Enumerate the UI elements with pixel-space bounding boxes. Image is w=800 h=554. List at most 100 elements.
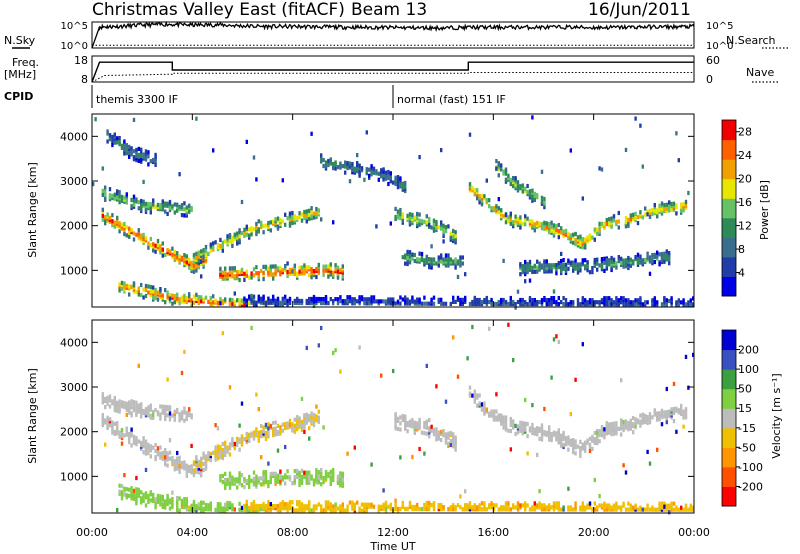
heatmap-cell bbox=[128, 487, 131, 492]
heatmap-cell bbox=[267, 422, 270, 427]
heatmap-cell bbox=[584, 505, 587, 510]
heatmap-cell bbox=[368, 301, 371, 306]
heatmap-cell bbox=[320, 508, 323, 513]
heatmap-cell bbox=[336, 506, 340, 511]
heatmap-cell bbox=[543, 265, 546, 270]
heatmap-cell bbox=[128, 226, 131, 231]
heatmap-cell bbox=[641, 258, 644, 263]
heatmap-cell bbox=[176, 251, 179, 256]
heatmap-cell bbox=[533, 269, 536, 274]
heatmap-cell bbox=[418, 155, 421, 160]
heatmap-cell bbox=[303, 267, 306, 272]
heatmap-cell bbox=[514, 423, 517, 428]
heatmap-cell bbox=[428, 216, 431, 221]
heatmap-cell bbox=[639, 423, 642, 428]
heatmap-cell bbox=[228, 485, 232, 490]
colorbar-segment bbox=[722, 139, 736, 160]
heatmap-cell bbox=[147, 202, 150, 207]
heatmap-cell bbox=[648, 208, 652, 213]
heatmap-cell bbox=[509, 429, 512, 434]
heatmap-cell bbox=[444, 225, 448, 230]
heatmap-cell bbox=[380, 504, 383, 509]
heatmap-cell bbox=[161, 207, 164, 212]
heatmap-cell bbox=[144, 467, 148, 472]
heatmap-cell bbox=[596, 267, 599, 272]
heatmap-cell bbox=[291, 210, 294, 216]
heatmap-cell bbox=[512, 503, 515, 508]
heatmap-cell bbox=[531, 302, 534, 307]
heatmap-cell bbox=[178, 172, 181, 177]
heatmap-cell bbox=[192, 252, 196, 258]
heatmap-cell bbox=[449, 257, 452, 262]
heatmap-cell bbox=[588, 436, 592, 441]
heatmap-cell bbox=[185, 295, 188, 301]
heatmap-cell bbox=[416, 502, 419, 508]
heatmap-cell bbox=[140, 282, 143, 288]
heatmap-cell bbox=[485, 407, 488, 412]
heatmap-cell bbox=[161, 450, 164, 455]
heatmap-cell bbox=[483, 297, 486, 303]
heatmap-cell bbox=[214, 457, 217, 462]
heatmap-cell bbox=[274, 426, 277, 431]
heatmap-cell bbox=[200, 274, 203, 279]
heatmap-cell bbox=[128, 432, 131, 437]
heatmap-cell bbox=[332, 504, 335, 509]
heatmap-cell bbox=[392, 297, 395, 302]
heatmap-cell bbox=[538, 221, 541, 226]
heatmap-cell bbox=[185, 209, 188, 214]
heatmap-cell bbox=[533, 507, 536, 512]
heatmap-cell bbox=[456, 374, 460, 379]
heatmap-cell bbox=[245, 478, 248, 484]
heatmap-cell bbox=[353, 502, 356, 507]
heatmap-cell bbox=[512, 299, 515, 305]
heatmap-cell bbox=[624, 258, 628, 263]
heatmap-cell bbox=[591, 302, 594, 307]
heatmap-cell bbox=[171, 246, 174, 251]
heatmap-cell bbox=[339, 504, 342, 509]
heatmap-cell bbox=[298, 215, 301, 220]
heatmap-cell bbox=[281, 500, 284, 505]
heatmap-cell bbox=[286, 302, 289, 307]
heatmap-cell bbox=[207, 507, 210, 512]
heatmap-cell bbox=[166, 493, 169, 498]
heatmap-cell bbox=[262, 501, 265, 507]
heatmap-cell bbox=[552, 337, 556, 342]
heatmap-cell bbox=[216, 452, 220, 457]
heatmap-cell bbox=[372, 166, 376, 171]
heatmap-cell bbox=[516, 501, 520, 506]
heatmap-cell bbox=[622, 258, 625, 263]
heatmap-cell bbox=[569, 300, 572, 305]
heatmap-cell bbox=[298, 482, 301, 488]
heatmap-cell bbox=[665, 302, 668, 307]
heatmap-cell bbox=[646, 414, 649, 420]
heatmap-cell bbox=[540, 437, 544, 442]
heatmap-cell bbox=[672, 201, 676, 206]
heatmap-cell bbox=[377, 177, 380, 182]
heatmap-cell bbox=[437, 503, 440, 508]
heatmap-cell bbox=[351, 504, 354, 509]
heatmap-cell bbox=[308, 436, 311, 441]
heatmap-cell bbox=[682, 424, 685, 429]
heatmap-cell bbox=[509, 447, 512, 452]
heatmap-cell bbox=[411, 212, 414, 217]
heatmap-cell bbox=[228, 477, 232, 482]
noise-tick-bottom-right: 10^0 bbox=[706, 41, 733, 52]
heatmap-cell bbox=[610, 255, 613, 261]
heatmap-cell bbox=[156, 446, 160, 451]
heatmap-cell bbox=[231, 266, 234, 271]
heatmap-cell bbox=[504, 167, 508, 172]
heatmap-cell bbox=[308, 500, 311, 505]
heatmap-cell bbox=[286, 261, 289, 266]
heatmap-cell bbox=[581, 296, 584, 301]
heatmap-cell bbox=[531, 219, 534, 224]
heatmap-cell bbox=[274, 217, 277, 222]
heatmap-cell bbox=[123, 281, 126, 286]
heatmap-cell bbox=[322, 476, 325, 481]
heatmap-cell bbox=[471, 324, 474, 330]
heatmap-cell bbox=[560, 262, 563, 268]
heatmap-cell bbox=[248, 233, 251, 238]
heatmap-cell bbox=[514, 302, 517, 307]
heatmap-cell bbox=[260, 503, 263, 509]
heatmap-cell bbox=[567, 258, 570, 263]
heatmap-cell bbox=[684, 302, 688, 307]
